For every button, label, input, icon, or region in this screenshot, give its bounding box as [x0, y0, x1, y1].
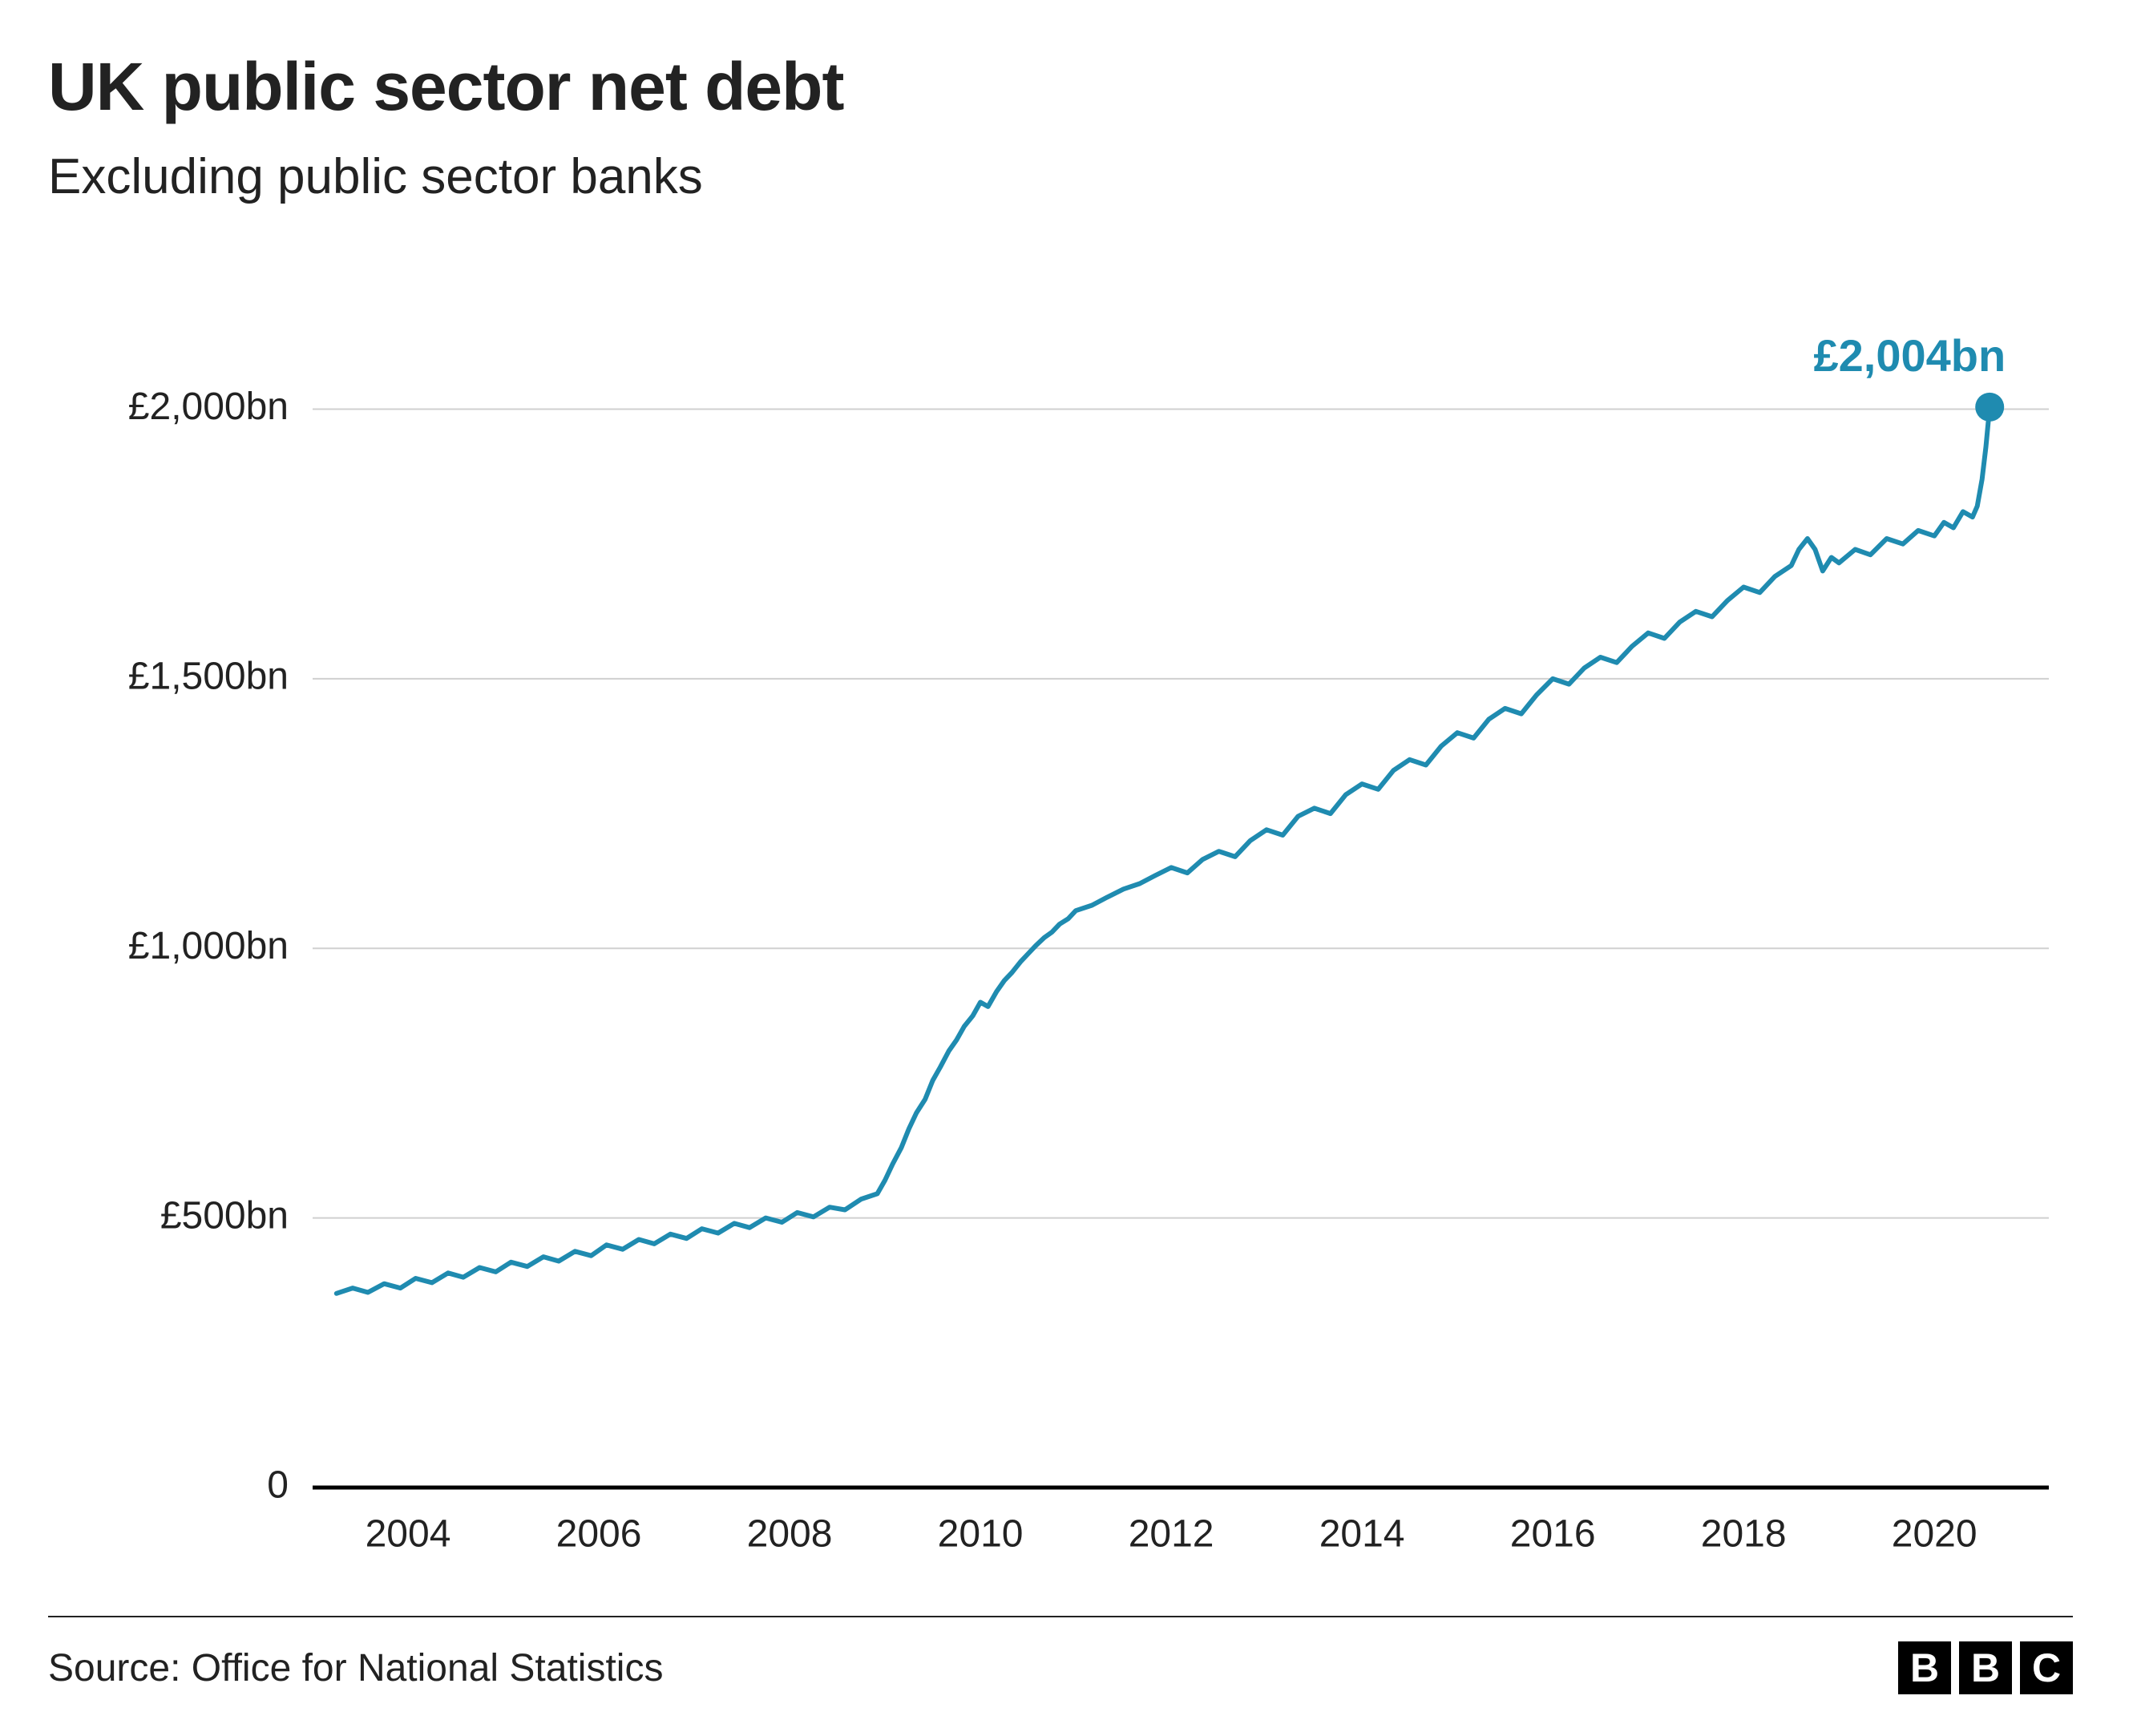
data-line — [337, 407, 1990, 1294]
x-tick-label: 2010 — [938, 1513, 1024, 1556]
chart-title: UK public sector net debt — [48, 48, 2073, 126]
chart-container: UK public sector net debt Excluding publ… — [0, 0, 2137, 1736]
y-tick-label: £2,000bn — [128, 386, 289, 428]
x-tick-label: 2014 — [1319, 1513, 1405, 1556]
x-tick-label: 2004 — [366, 1513, 451, 1556]
x-tick-label: 2016 — [1510, 1513, 1596, 1556]
chart-subtitle: Excluding public sector banks — [48, 148, 2073, 205]
y-tick-label: 0 — [267, 1464, 289, 1507]
end-value-label: £2,004bn — [1814, 330, 2006, 381]
bbc-logo: B B C — [1898, 1641, 2073, 1694]
plot-area: 0 £500bn £1,000bn £1,500bn £2,000bn 2004 2006 2… — [48, 245, 2073, 1592]
x-tick-label: 2018 — [1701, 1513, 1787, 1556]
x-tick-label: 2020 — [1892, 1513, 1977, 1556]
plot-svg: 0 £500bn £1,000bn £1,500bn £2,000bn 2004 2006 2… — [48, 245, 2073, 1592]
y-tick-label: £500bn — [160, 1194, 289, 1237]
bbc-logo-letter: C — [2020, 1641, 2073, 1694]
end-marker — [1975, 393, 2004, 422]
x-tick-label: 2008 — [747, 1513, 833, 1556]
bbc-logo-letter: B — [1959, 1641, 2012, 1694]
bbc-logo-letter: B — [1898, 1641, 1951, 1694]
x-tick-label: 2012 — [1129, 1513, 1214, 1556]
y-tick-label: £1,500bn — [128, 656, 289, 698]
source-text: Source: Office for National Statistics — [48, 1646, 663, 1690]
y-tick-label: £1,000bn — [128, 925, 289, 967]
chart-footer: Source: Office for National Statistics B… — [48, 1616, 2073, 1704]
x-tick-label: 2006 — [556, 1513, 642, 1556]
